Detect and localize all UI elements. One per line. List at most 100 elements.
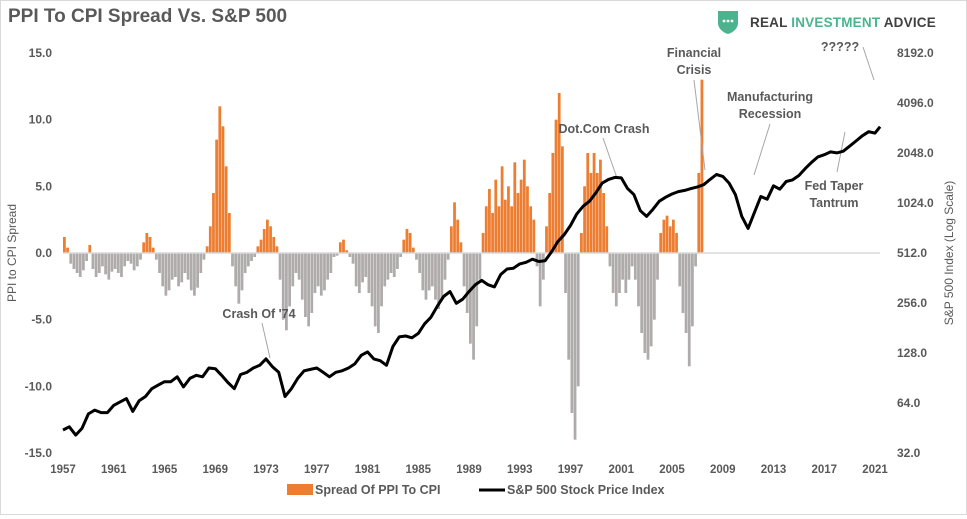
spread-bar [554, 119, 558, 253]
right-tick-label: 2048.0 [897, 146, 934, 160]
spread-bar [196, 253, 199, 288]
spread-bar [161, 253, 165, 287]
spread-bar [335, 253, 339, 256]
spread-bar [494, 179, 498, 253]
spread-bar [675, 233, 678, 253]
spread-bar [621, 253, 625, 280]
spread-bar [681, 253, 685, 313]
spread-bar [348, 253, 352, 257]
spread-bar [88, 245, 92, 253]
spread-bar [101, 253, 104, 267]
spread-bar [418, 253, 422, 273]
brand-word-advice: ADVICE [880, 14, 936, 30]
spread-bar [91, 253, 95, 269]
x-tick-label: 1989 [456, 464, 482, 476]
spread-bar [361, 253, 364, 283]
spread-bar [189, 253, 193, 291]
spread-bar [580, 233, 583, 253]
annotation-label: Fed Taper Tantrum [805, 179, 864, 210]
spread-bar [208, 226, 212, 253]
right-tick-label: 32.0 [897, 446, 921, 460]
spread-bar [446, 253, 450, 260]
spread-bar [488, 189, 491, 253]
spread-bar [389, 253, 393, 273]
spread-bar [583, 186, 586, 253]
spread-bar [500, 166, 504, 253]
spread-bar [408, 233, 412, 253]
spread-bar [69, 253, 73, 264]
x-tick-label: 2013 [761, 464, 787, 476]
spread-bars [63, 79, 704, 440]
spread-bar [253, 253, 257, 257]
spread-bar [453, 202, 456, 253]
right-tick-label: 128.0 [897, 346, 927, 360]
spread-bar [148, 237, 152, 253]
spread-bar [370, 253, 374, 307]
spread-bar [491, 213, 494, 253]
left-tick-label: 0.0 [35, 246, 52, 260]
spread-bar [319, 253, 323, 296]
spread-bar [595, 173, 599, 253]
spread-bar [113, 253, 117, 269]
spread-bar [110, 253, 114, 272]
spread-bar [269, 226, 272, 253]
spread-bar [665, 215, 669, 253]
spread-bar [135, 253, 139, 267]
spread-bar [421, 253, 425, 291]
legend-label-sp500: S&P 500 Stock Price Index [507, 483, 665, 497]
right-axis-ticks: 8192.0 4096.0 2048.0 1024.0 512.0 256.0 128.0 6… [897, 46, 934, 460]
spread-bar [246, 253, 250, 267]
spread-bar [687, 253, 691, 367]
spread-bar [557, 93, 561, 253]
spread-bar [462, 253, 466, 287]
spread-bar [354, 253, 358, 287]
spread-bar [624, 253, 628, 293]
spread-bar [440, 253, 444, 300]
spread-bar [183, 253, 187, 273]
spread-bar [116, 253, 120, 273]
spread-bar [186, 253, 190, 280]
spread-bar [250, 253, 253, 261]
annotation-label: Dot.Com Crash [559, 122, 650, 136]
spread-bar [611, 253, 615, 293]
x-tick-label: 1961 [101, 464, 127, 476]
spread-bar [97, 253, 101, 273]
spread-bar [180, 253, 184, 283]
left-axis-label: PPI to CPI Spread [5, 204, 19, 302]
spread-bar [459, 242, 463, 253]
spread-bar [224, 166, 228, 253]
spread-bar [316, 253, 320, 287]
chart-title: PPI To CPI Spread Vs. S&P 500 [8, 6, 288, 27]
spread-bar [218, 106, 222, 253]
spread-bar [126, 253, 130, 261]
spread-bar [139, 253, 142, 260]
spread-bar [618, 253, 621, 293]
spread-bar [94, 253, 98, 277]
spread-bar [411, 247, 415, 253]
spread-bar [338, 242, 342, 253]
spread-bar [434, 253, 437, 300]
spread-bar [576, 253, 580, 387]
spread-bar [82, 253, 85, 271]
spread-bar [402, 239, 406, 253]
spread-bar [519, 179, 523, 253]
spread-bar [567, 253, 571, 360]
spread-bar [475, 253, 479, 327]
x-tick-label: 1993 [507, 464, 533, 476]
right-axis-label: S&P 500 Index (Log Scale) [942, 181, 956, 326]
spread-bar [288, 253, 291, 307]
spread-bar [142, 242, 146, 253]
left-tick-label: -5.0 [31, 313, 52, 327]
spread-bar [240, 253, 244, 291]
x-tick-label: 1957 [50, 464, 76, 476]
spread-bar [564, 253, 567, 293]
spread-bar [469, 253, 472, 344]
spread-bar [529, 206, 533, 253]
spread-bar [345, 250, 349, 253]
spread-bar [627, 253, 631, 280]
left-tick-label: -15.0 [25, 446, 53, 460]
spread-bar [281, 253, 285, 320]
spread-bar [120, 253, 123, 277]
spread-bar [560, 146, 564, 253]
spread-bar [205, 246, 209, 253]
